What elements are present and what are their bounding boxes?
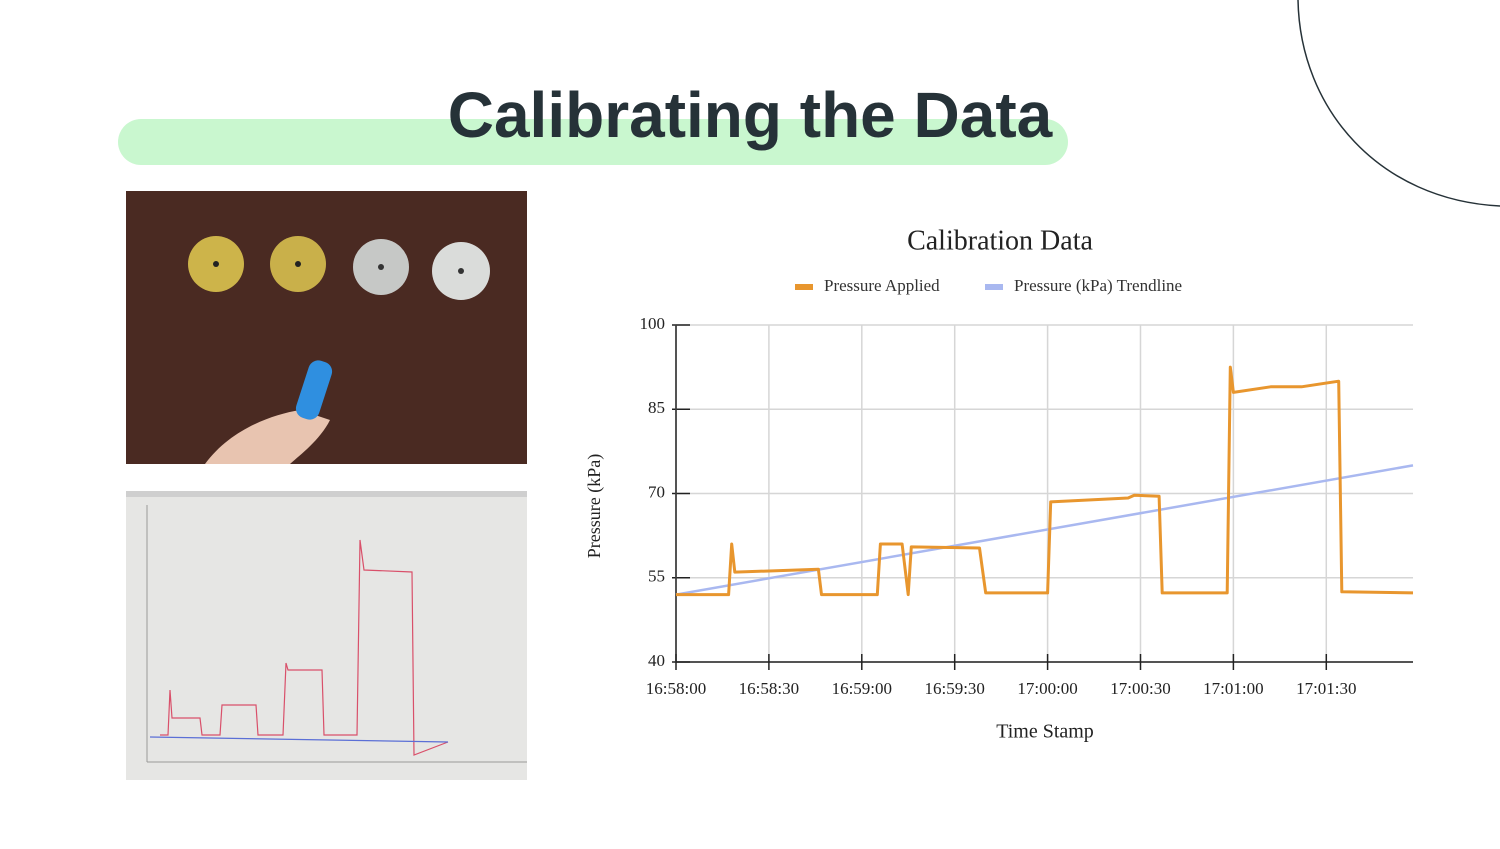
y-tick-label: 85 xyxy=(648,398,665,417)
x-tick-label: 17:00:30 xyxy=(1110,679,1170,698)
series-line xyxy=(676,365,1414,597)
x-tick-label: 17:00:00 xyxy=(1017,679,1077,698)
x-tick-label: 17:01:00 xyxy=(1203,679,1263,698)
decor-arc xyxy=(1297,0,1500,207)
x-axis-label: Time Stamp xyxy=(996,721,1094,743)
series-line xyxy=(675,464,1414,596)
chart-title: Calibration Data xyxy=(907,225,1093,256)
y-axis-label: Pressure (kPa) xyxy=(584,454,605,558)
x-tick-label: 16:58:30 xyxy=(739,679,799,698)
x-tick-label: 16:59:00 xyxy=(832,679,892,698)
chart: Calibration Data Time Stamp Pressure (kPa)… xyxy=(584,225,1414,743)
legend-label: Pressure Applied xyxy=(824,276,940,295)
x-tick-label: 16:58:00 xyxy=(646,679,706,698)
title-highlight xyxy=(118,119,1068,165)
photo-screen xyxy=(126,491,527,780)
y-tick-label: 100 xyxy=(640,314,666,333)
x-tick-label: 17:01:30 xyxy=(1296,679,1356,698)
y-tick-label: 55 xyxy=(648,567,665,586)
photo-weights xyxy=(126,191,527,464)
legend-label: Pressure (kPa) Trendline xyxy=(1014,276,1182,295)
legend-swatch xyxy=(795,284,813,290)
y-tick-label: 40 xyxy=(648,651,665,670)
slide-title: Calibrating the Data xyxy=(448,79,1053,151)
legend-swatch xyxy=(985,284,1003,290)
y-tick-label: 70 xyxy=(648,482,665,501)
x-tick-label: 16:59:30 xyxy=(924,679,984,698)
